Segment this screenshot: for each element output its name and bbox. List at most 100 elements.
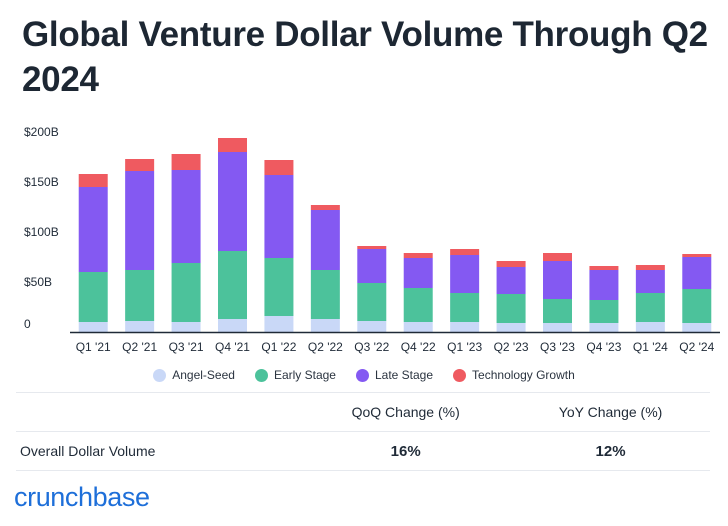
legend-item-early-stage: Early Stage [254, 368, 336, 382]
x-tick-label: Q1 '22 [261, 340, 296, 354]
bar-segment-technology-growth [403, 253, 433, 258]
bar-segment-late-stage [496, 267, 526, 294]
bar-segment-late-stage [450, 255, 480, 293]
bar-segment-technology-growth [125, 159, 155, 171]
bar-segment-angel-seed [171, 322, 201, 332]
bar-segment-late-stage [403, 258, 433, 288]
bar-segment-angel-seed [125, 321, 155, 332]
bar-segment-late-stage [218, 152, 247, 251]
bar-segment-technology-growth [589, 266, 619, 270]
legend-label-late-stage: Late Stage [374, 368, 434, 382]
qoq-header: QoQ Change (%) [300, 392, 512, 432]
bar-segment-technology-growth [543, 253, 572, 261]
bar-segment-early-stage [171, 263, 201, 322]
legend-item-late-stage: Late Stage [355, 368, 434, 382]
legend: Angel-Seed Early Stage Late Stage Techno… [0, 368, 728, 382]
y-tick-label: 0 [24, 317, 31, 331]
legend-label-technology-growth: Technology Growth [472, 368, 575, 382]
x-tick-label: Q1 '21 [76, 340, 111, 354]
y-tick-label: $100B [24, 225, 59, 239]
bar-segment-technology-growth [357, 246, 387, 249]
x-tick-label: Q3 '21 [169, 340, 204, 354]
bar-segment-early-stage [496, 294, 526, 323]
x-tick-label: Q4 '22 [401, 340, 436, 354]
bar-segment-angel-seed [589, 323, 619, 332]
bar-segment-early-stage [589, 300, 619, 323]
bar-segment-early-stage [450, 293, 480, 322]
bar-segment-late-stage [682, 257, 712, 289]
bar-segment-angel-seed [635, 322, 665, 332]
row-label: Overall Dollar Volume [16, 431, 301, 471]
bar-segment-angel-seed [218, 319, 247, 332]
bar-segment-early-stage [543, 299, 572, 323]
crunchbase-logo: crunchbase [14, 482, 150, 512]
bar-segment-technology-growth [496, 261, 526, 267]
bar-segment-late-stage [125, 171, 155, 270]
x-tick-label: Q4 '21 [215, 340, 250, 354]
bar-segment-early-stage [264, 258, 294, 316]
legend-label-angel-seed: Angel-Seed [172, 368, 235, 382]
bar-segment-angel-seed [543, 323, 572, 332]
yoy-value: 12% [511, 431, 710, 471]
x-tick-label: Q3 '23 [540, 340, 575, 354]
y-tick-label: $50B [24, 275, 52, 289]
bar-segment-late-stage [589, 270, 619, 300]
bar-segment-technology-growth [682, 254, 712, 257]
legend-item-angel-seed: Angel-Seed [153, 368, 235, 382]
x-tick-label: Q2 '21 [122, 340, 157, 354]
legend-item-technology-growth: Technology Growth [453, 368, 575, 382]
bar-segment-technology-growth [171, 154, 201, 170]
chart-title: Global Venture Dollar Volume Through Q2 … [22, 15, 708, 99]
bar-segment-technology-growth [310, 205, 340, 210]
x-tick-label: Q2 '24 [679, 340, 714, 354]
late-stage-swatch [355, 368, 369, 382]
summary-header-blank [16, 392, 301, 432]
x-tick-label: Q4 '23 [586, 340, 621, 354]
bar-segment-early-stage [682, 289, 712, 323]
x-tick-label: Q2 '22 [308, 340, 343, 354]
bar-segment-early-stage [218, 251, 247, 319]
yoy-header: YoY Change (%) [511, 392, 710, 432]
x-tick-label: Q1 '24 [633, 340, 668, 354]
bar-segment-angel-seed [403, 322, 433, 332]
bar-segment-technology-growth [78, 174, 108, 187]
bar-segment-angel-seed [682, 323, 712, 332]
technology-growth-swatch [453, 368, 467, 382]
x-tick-label: Q3 '22 [354, 340, 389, 354]
bar-segment-early-stage [125, 270, 155, 321]
angel-seed-swatch [153, 368, 167, 382]
bar-segment-angel-seed [450, 322, 480, 332]
y-tick-label: $200B [24, 125, 59, 139]
bar-segment-angel-seed [78, 322, 108, 332]
bar-segment-angel-seed [264, 316, 294, 332]
bar-segment-late-stage [171, 170, 201, 263]
stacked-bar-chart: 0 $50B $100B $150B $200B Q1 '21 Q2 '21 Q3 '21 Q4… [24, 125, 720, 354]
summary-header-row: QoQ Change (%) YoY Change (%) [16, 392, 710, 432]
qoq-value: 16% [300, 431, 512, 471]
bar-segment-late-stage [543, 261, 572, 299]
bar-segment-late-stage [78, 187, 108, 272]
bar-segment-late-stage [264, 175, 294, 258]
bar-segment-late-stage [635, 270, 665, 293]
summary-table: QoQ Change (%) YoY Change (%) Overall Do… [16, 392, 710, 471]
bar-segment-technology-growth [635, 265, 665, 270]
bar-segment-late-stage [357, 249, 387, 283]
x-tick-label: Q2 '23 [494, 340, 529, 354]
bar-segment-early-stage [635, 293, 665, 322]
bar-segment-technology-growth [264, 160, 294, 175]
bar-segment-angel-seed [496, 323, 526, 332]
bar-segment-early-stage [357, 283, 387, 321]
bar-segment-angel-seed [357, 321, 387, 332]
bar-segment-late-stage [310, 210, 340, 270]
bar-segment-technology-growth [450, 249, 480, 255]
legend-label-early-stage: Early Stage [273, 368, 336, 382]
x-tick-label: Q1 '23 [447, 340, 482, 354]
early-stage-swatch [254, 368, 268, 382]
bar-segment-early-stage [78, 272, 108, 322]
bar-segment-early-stage [310, 270, 340, 319]
y-tick-label: $150B [24, 175, 59, 189]
bar-segment-early-stage [403, 288, 433, 322]
bar-segment-technology-growth [218, 138, 247, 152]
summary-data-row: Overall Dollar Volume 16% 12% [16, 431, 710, 471]
bar-segment-angel-seed [310, 319, 340, 332]
